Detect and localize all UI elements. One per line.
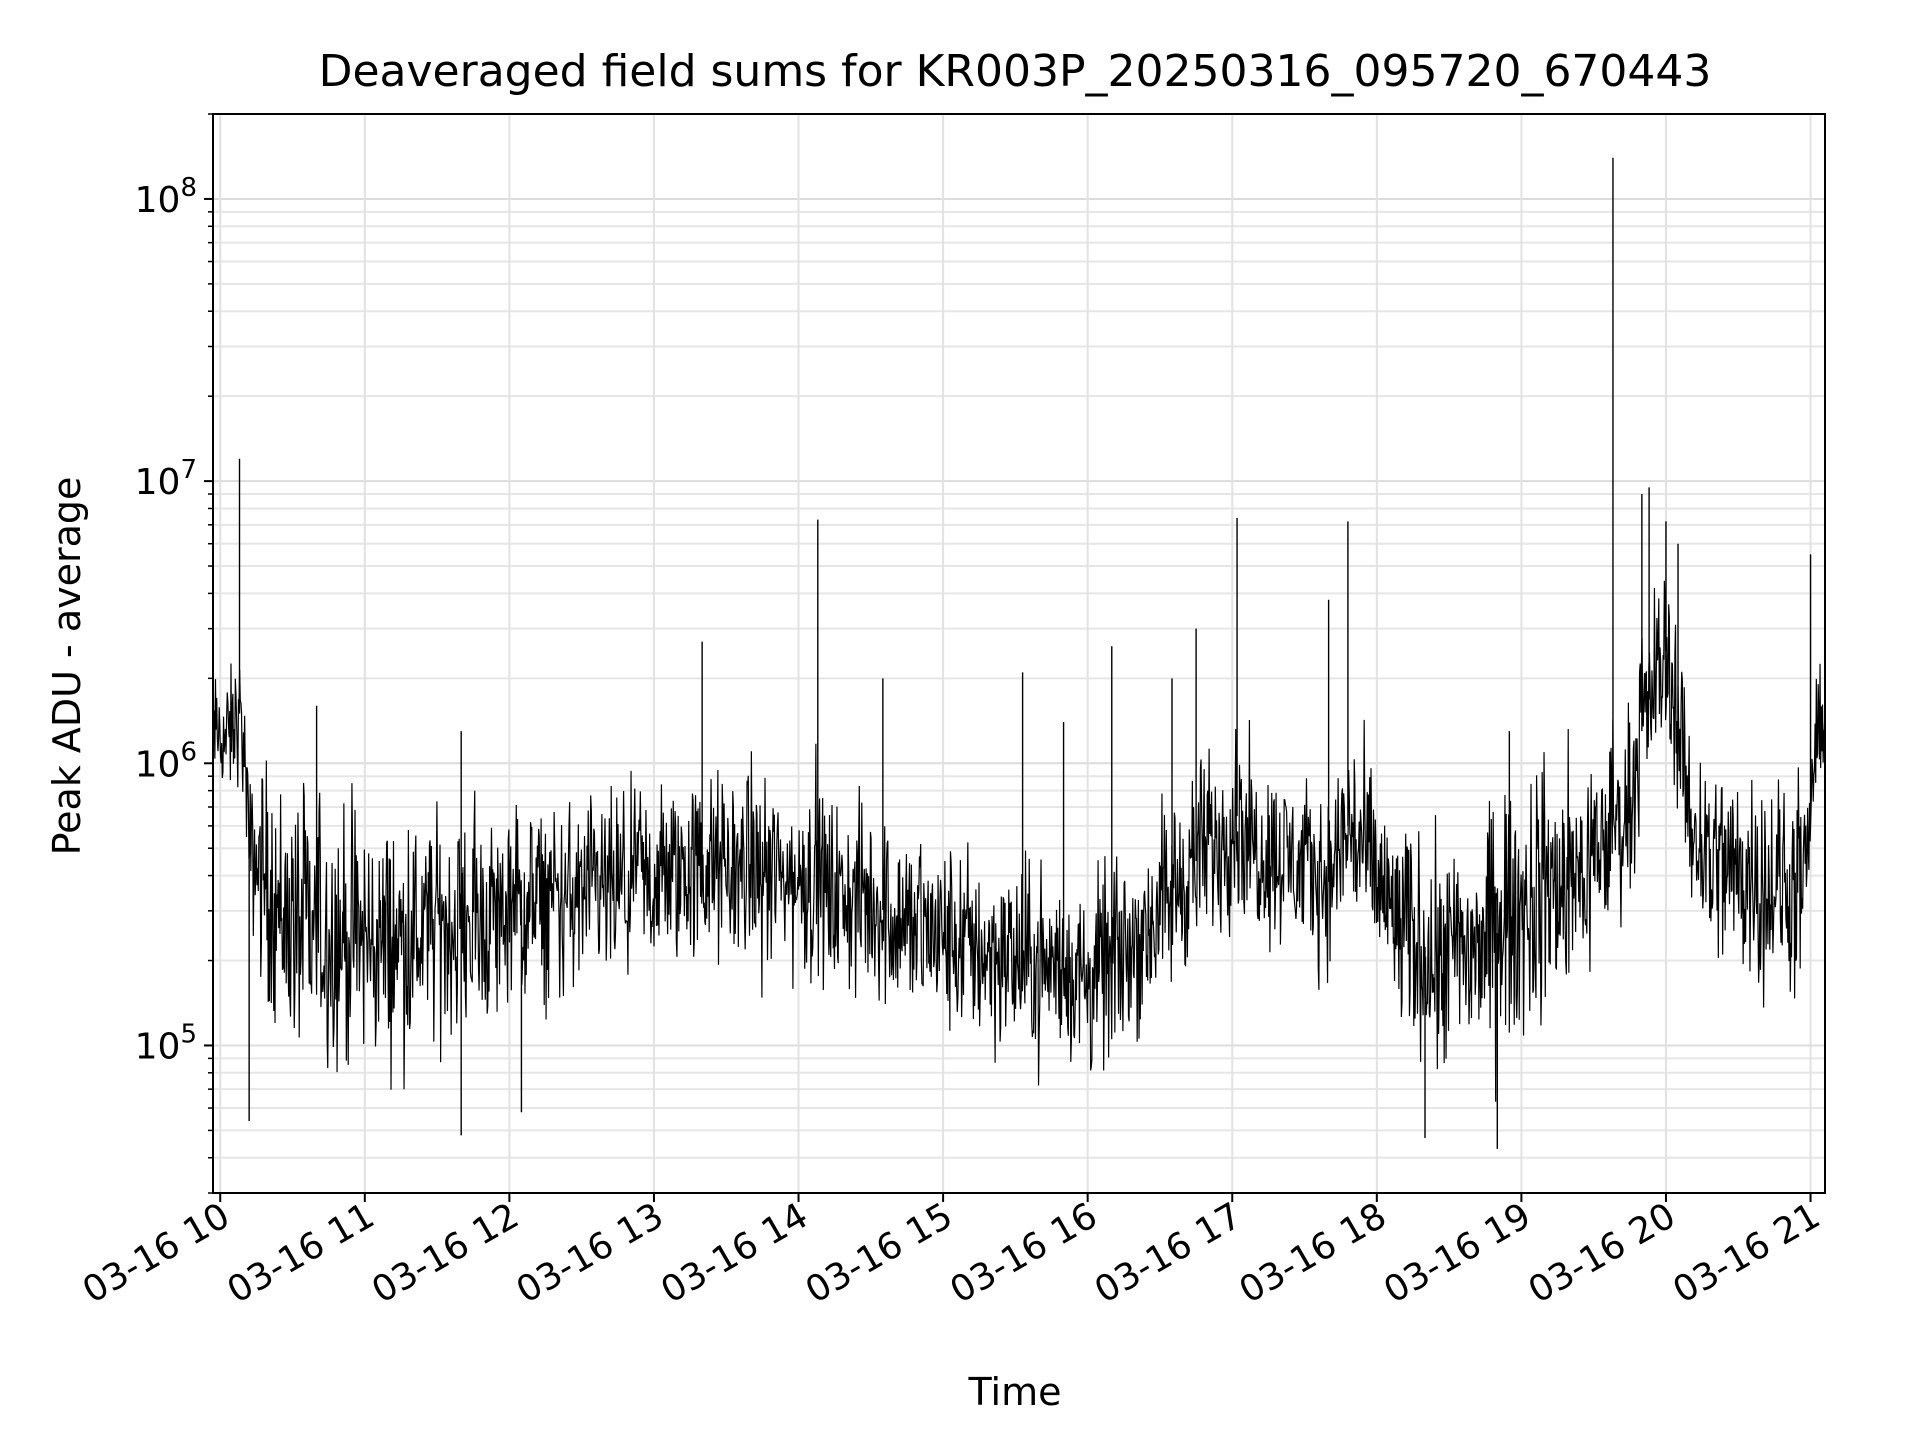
y-tick-label: 107	[135, 455, 197, 503]
y-tick-label: 106	[135, 737, 197, 785]
y-tick-label: 105	[135, 1019, 197, 1067]
y-axis: 105 106 107 108	[135, 113, 213, 1194]
x-axis-label: Time	[968, 1370, 1062, 1414]
spike-layer	[238, 157, 1812, 1149]
chart-title: Deaveraged field sums for KR003P_2025031…	[319, 46, 1712, 97]
y-axis-label: Peak ADU - average	[45, 477, 89, 856]
plot-area	[212, 113, 1826, 1194]
series-line	[212, 580, 1826, 1102]
plot-frame	[212, 113, 1826, 1194]
y-tick-label: 108	[135, 173, 197, 221]
